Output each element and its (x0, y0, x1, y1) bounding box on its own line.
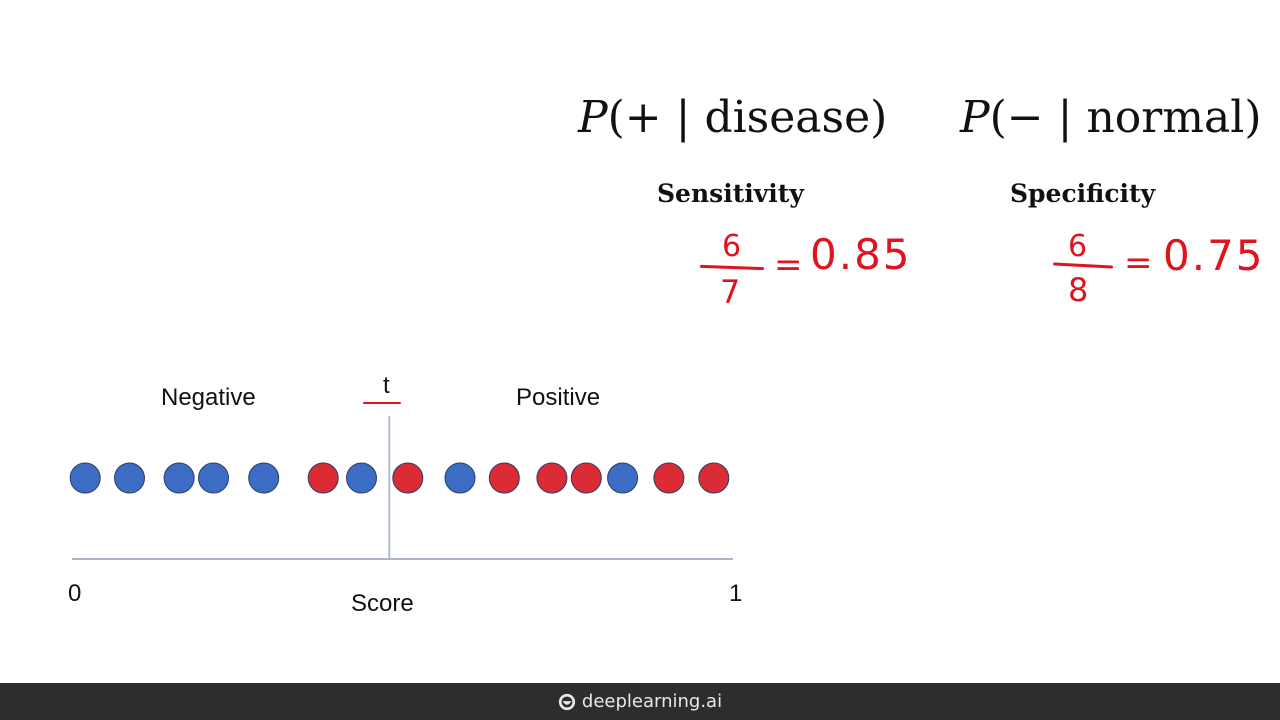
slide: P(+ | disease) P(− | normal) Sensitivity… (68, 95, 1265, 617)
specificity-result: 0.75 (1163, 231, 1265, 280)
threshold-underline (363, 402, 401, 404)
sensitivity-formula: P(+ | disease) (578, 96, 887, 140)
normal-point (198, 462, 229, 494)
formula-body: (+ | disease) (607, 92, 888, 143)
sensitivity-numerator: 6 (722, 229, 742, 264)
sensitivity-result: 0.85 (810, 230, 912, 279)
disease-point (392, 462, 424, 494)
normal-point (444, 462, 476, 494)
specificity-formula: P(− | normal) (960, 96, 1262, 140)
specificity-denominator: 8 (1068, 271, 1089, 309)
specificity-equals: = (1124, 243, 1153, 283)
sensitivity-term: Sensitivity (657, 179, 804, 208)
positive-label: Positive (516, 384, 601, 411)
axis-title: Score (351, 590, 414, 617)
specificity-term: Specificity (1010, 179, 1156, 208)
axis-min-label: 0 (68, 580, 82, 607)
brand-name: deeplearning.ai (581, 691, 723, 712)
sensitivity-denominator: 7 (720, 273, 741, 311)
disease-point (698, 462, 730, 494)
deeplearning-logo-icon (558, 693, 576, 710)
disease-point (307, 462, 339, 494)
threshold-label: t (383, 372, 390, 399)
normal-point (346, 462, 377, 494)
disease-point (488, 462, 520, 494)
disease-point (570, 462, 602, 494)
sensitivity-equals: = (774, 245, 803, 285)
specificity-numerator: 6 (1068, 229, 1088, 264)
brand: deeplearning.ai (558, 691, 722, 712)
normal-point (163, 462, 195, 494)
disease-point (536, 462, 568, 494)
normal-point (69, 462, 101, 494)
footer-bar: deeplearning.ai (0, 683, 1280, 720)
disease-point (653, 462, 685, 494)
normal-point (248, 462, 280, 494)
formula-variable: P (960, 92, 990, 143)
formula-body: (− | normal) (989, 92, 1262, 143)
normal-point (114, 462, 145, 494)
axis-max-label: 1 (729, 580, 743, 607)
normal-point (607, 462, 639, 494)
points-group (69, 462, 730, 494)
score-diagram (69, 416, 733, 560)
formula-variable: P (578, 92, 608, 143)
negative-label: Negative (161, 384, 256, 411)
